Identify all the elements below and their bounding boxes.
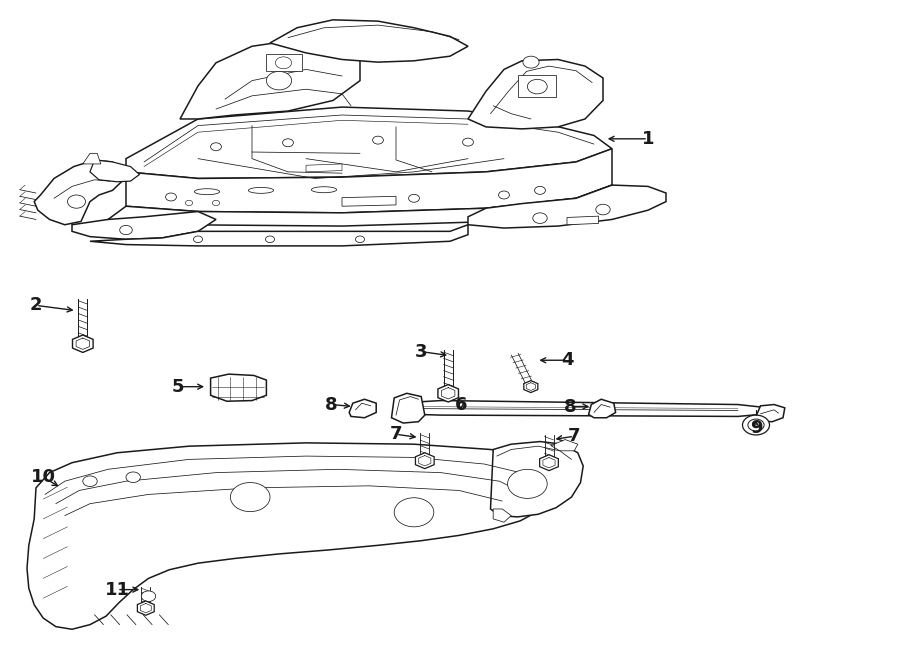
Ellipse shape <box>311 186 337 193</box>
Text: 9: 9 <box>750 418 762 437</box>
Text: 2: 2 <box>30 296 42 315</box>
Polygon shape <box>270 20 468 62</box>
Polygon shape <box>27 443 558 629</box>
Circle shape <box>275 57 292 69</box>
Polygon shape <box>342 196 396 206</box>
Polygon shape <box>266 54 302 71</box>
Circle shape <box>230 483 270 512</box>
Circle shape <box>266 71 292 90</box>
Polygon shape <box>349 399 376 418</box>
Polygon shape <box>90 160 140 182</box>
Polygon shape <box>493 509 511 522</box>
Circle shape <box>373 136 383 144</box>
Polygon shape <box>551 440 578 451</box>
Polygon shape <box>108 185 630 226</box>
Polygon shape <box>392 393 425 423</box>
Polygon shape <box>83 153 101 164</box>
Circle shape <box>535 186 545 194</box>
Circle shape <box>748 419 764 431</box>
Circle shape <box>463 138 473 146</box>
Circle shape <box>533 213 547 223</box>
Polygon shape <box>491 442 583 517</box>
Ellipse shape <box>248 188 274 193</box>
Polygon shape <box>126 149 612 213</box>
Circle shape <box>185 200 193 206</box>
Polygon shape <box>416 453 434 469</box>
Ellipse shape <box>194 189 220 194</box>
Circle shape <box>166 193 176 201</box>
Polygon shape <box>518 75 556 97</box>
Text: 11: 11 <box>104 580 130 599</box>
Polygon shape <box>90 225 468 246</box>
Polygon shape <box>540 455 558 471</box>
Text: 7: 7 <box>568 427 580 446</box>
Text: 1: 1 <box>642 130 654 148</box>
Circle shape <box>394 498 434 527</box>
Circle shape <box>266 236 274 243</box>
Text: 8: 8 <box>564 397 577 416</box>
Polygon shape <box>468 59 603 129</box>
Circle shape <box>499 191 509 199</box>
Circle shape <box>527 79 547 94</box>
Circle shape <box>141 591 156 602</box>
Polygon shape <box>306 164 342 172</box>
Polygon shape <box>138 601 154 615</box>
Polygon shape <box>589 399 616 418</box>
Polygon shape <box>756 405 785 422</box>
Circle shape <box>211 143 221 151</box>
Text: 3: 3 <box>415 342 428 361</box>
Text: 4: 4 <box>561 351 573 369</box>
Text: 6: 6 <box>454 395 467 414</box>
Circle shape <box>120 225 132 235</box>
Circle shape <box>508 469 547 498</box>
Circle shape <box>83 476 97 486</box>
Text: 5: 5 <box>172 377 184 396</box>
Polygon shape <box>396 401 774 416</box>
Circle shape <box>194 236 202 243</box>
Circle shape <box>596 204 610 215</box>
Circle shape <box>356 236 364 243</box>
Circle shape <box>283 139 293 147</box>
Text: 7: 7 <box>390 425 402 444</box>
Polygon shape <box>73 335 93 352</box>
Polygon shape <box>211 374 266 401</box>
Polygon shape <box>34 160 122 225</box>
Circle shape <box>523 56 539 68</box>
Text: 10: 10 <box>31 468 56 486</box>
Text: 8: 8 <box>325 395 338 414</box>
Polygon shape <box>567 216 598 225</box>
Polygon shape <box>126 107 612 178</box>
Polygon shape <box>72 212 216 239</box>
Polygon shape <box>180 38 360 119</box>
Circle shape <box>409 194 419 202</box>
Polygon shape <box>438 385 458 402</box>
Circle shape <box>68 195 86 208</box>
Circle shape <box>126 472 140 483</box>
Polygon shape <box>468 185 666 228</box>
Circle shape <box>742 415 770 435</box>
Circle shape <box>212 200 220 206</box>
Polygon shape <box>524 381 538 393</box>
